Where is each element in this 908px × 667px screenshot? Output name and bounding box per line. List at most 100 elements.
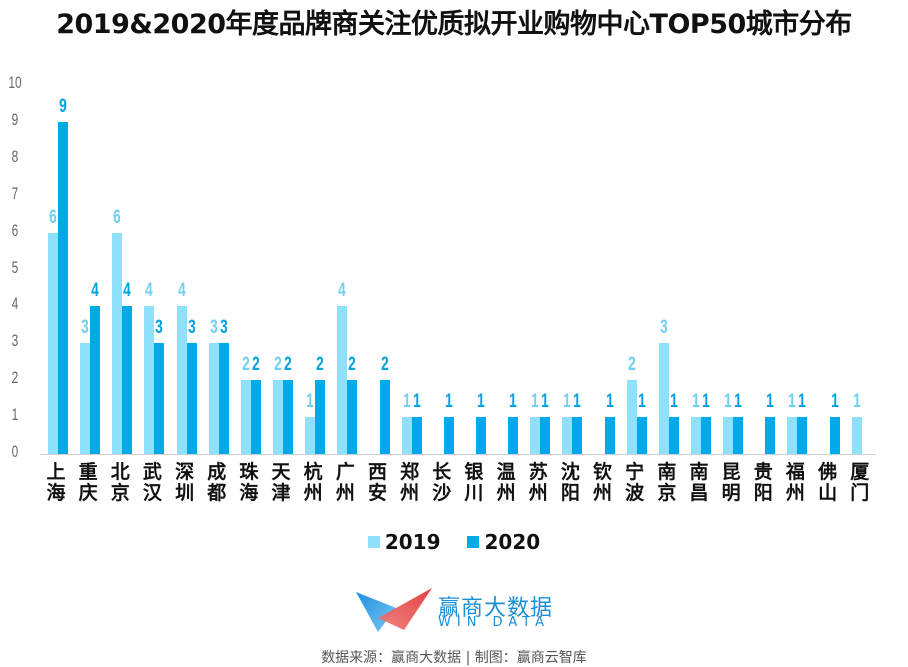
bar-2019 [80, 343, 91, 454]
legend-item-2020: 2020 [467, 530, 540, 554]
data-label-2019: 2 [242, 354, 250, 376]
data-label-2019: 3 [209, 317, 218, 339]
x-tick-label: 西安 [367, 461, 387, 504]
bar-2020 [733, 417, 744, 454]
data-label-2020: 1 [541, 391, 550, 413]
bar-2020 [636, 417, 647, 454]
bar-group: 1 钦州 [587, 0, 619, 520]
bar-group: 6 4 北京 [104, 0, 136, 520]
x-tick-label: 珠海 [239, 461, 259, 504]
bar-2020 [797, 417, 808, 454]
data-label-2020: 1 [573, 391, 582, 413]
source-note: 数据来源：赢商大数据 | 制图：赢商云智库 [321, 650, 587, 666]
data-label-2020: 2 [284, 354, 292, 376]
data-label-2020: 1 [477, 391, 485, 413]
x-tick-label: 上海 [46, 461, 66, 504]
x-axis-line [40, 454, 876, 455]
plot-area: 10 9 8 7 6 5 4 3 2 1 0 6 9 上海 3 4 重庆 6 4 北京 4 3 武汉 4 3 深圳 3 3 成都 2 2 珠海… [8, 0, 876, 520]
bar-group: 2 西安 [362, 0, 394, 520]
data-label-2020: 2 [380, 354, 389, 376]
x-tick-label: 长沙 [432, 461, 452, 504]
bar-2020 [90, 306, 101, 454]
data-label-2019: 6 [113, 206, 122, 228]
y-tick-label: 10 [8, 73, 22, 92]
y-tick-label: 7 [11, 183, 19, 203]
bar-group: 1 佛山 [812, 0, 844, 520]
bar-2019 [176, 306, 187, 454]
bar-2020 [411, 417, 422, 454]
bar-2019 [626, 380, 637, 454]
x-tick-label: 深圳 [175, 461, 195, 504]
data-label-2020: 1 [734, 391, 742, 413]
bar-2019 [305, 417, 316, 454]
bar-2019 [562, 417, 573, 454]
bar-2020 [829, 417, 840, 454]
bar-2019 [240, 380, 251, 454]
bar-2020 [379, 380, 390, 454]
legend-item-2019: 2019 [367, 530, 441, 554]
x-tick-label: 天津 [271, 461, 291, 504]
bar-2020 [347, 380, 358, 454]
y-tick-label: 2 [11, 368, 19, 388]
data-label-2020: 2 [316, 354, 324, 376]
data-label-2019: 1 [563, 391, 572, 413]
bar-group: 1 银川 [458, 0, 490, 520]
x-tick-label: 南昌 [689, 461, 709, 504]
bar-2020 [508, 417, 519, 454]
data-label-2019: 2 [627, 354, 636, 376]
data-label-2020: 1 [702, 391, 710, 413]
data-label-2019: 4 [145, 280, 154, 302]
x-tick-label: 沈阳 [560, 461, 580, 504]
y-tick-label: 9 [11, 109, 19, 129]
data-label-2020: 1 [798, 391, 807, 413]
chart-title: 2019&2020年度品牌商关注优质拟开业购物中心TOP50城市分布 [56, 9, 852, 40]
bar-2019 [723, 417, 734, 454]
x-tick-label: 成都 [207, 461, 227, 504]
x-tick-label: 银川 [464, 461, 484, 504]
data-label-2020: 1 [670, 391, 678, 413]
bar-2020 [572, 417, 583, 454]
bar-2020 [122, 306, 133, 454]
y-tick-label: 3 [11, 331, 19, 351]
logo-text-cn: 赢商大数据 [438, 596, 554, 621]
data-label-2020: 4 [91, 280, 99, 302]
x-tick-label: 广州 [335, 461, 355, 504]
data-label-2020: 3 [219, 317, 228, 339]
win-data-logo-icon [356, 588, 432, 632]
bar-2020 [701, 417, 711, 454]
logo-text-en: WIN DATA [438, 615, 551, 630]
bar-2019 [273, 380, 284, 454]
x-tick-label: 北京 [110, 461, 130, 504]
bar-2019 [401, 417, 412, 454]
bar-2020 [154, 343, 165, 454]
bar-group: 3 1 南京 [651, 0, 683, 520]
bar-2019 [48, 232, 58, 454]
data-label-2019: 1 [306, 391, 314, 413]
bar-2019 [787, 417, 798, 454]
y-tick-label: 4 [11, 294, 19, 314]
x-tick-label: 福州 [785, 461, 805, 504]
x-tick-label: 杭州 [303, 461, 323, 504]
bar-2019 [530, 417, 541, 454]
bar-2020 [540, 417, 551, 454]
y-tick-label: 1 [11, 405, 19, 425]
bar-2020 [186, 343, 197, 454]
data-label-2020: 2 [348, 354, 357, 376]
data-label-2020: 1 [766, 391, 775, 413]
legend-label-2020: 2020 [484, 530, 541, 554]
y-tick-label: 8 [11, 146, 19, 166]
bar-2019 [691, 417, 701, 454]
data-label-2019: 1 [402, 391, 411, 413]
bar-2020 [765, 417, 776, 454]
bar-2019 [112, 232, 123, 454]
data-label-2019: 1 [724, 391, 732, 413]
